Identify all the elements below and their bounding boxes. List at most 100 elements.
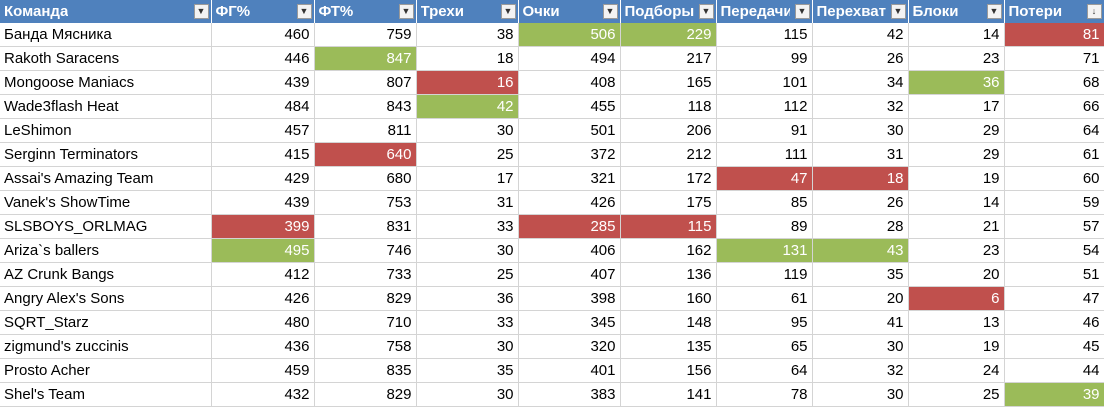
stat-cell[interactable]: 41 [812, 310, 909, 335]
stat-cell[interactable]: 758 [314, 334, 417, 359]
stat-cell[interactable]: 24 [908, 358, 1005, 383]
stat-cell[interactable]: 320 [518, 334, 621, 359]
stat-cell[interactable]: 30 [812, 118, 909, 143]
stat-cell[interactable]: 30 [416, 382, 519, 407]
column-header-0[interactable]: Команда ▼ [0, 0, 212, 23]
chevron-down-icon[interactable]: ▼ [500, 4, 516, 19]
stat-cell[interactable]: 33 [416, 310, 519, 335]
column-header-6[interactable]: Передачи ▼ [716, 0, 813, 23]
stat-cell[interactable]: 432 [211, 382, 315, 407]
stat-cell[interactable]: 112 [716, 94, 813, 119]
stat-cell[interactable]: 78 [716, 382, 813, 407]
team-name-cell[interactable]: Rakoth Saracens [0, 46, 212, 71]
team-name-cell[interactable]: Assai's Amazing Team [0, 166, 212, 191]
stat-cell[interactable]: 372 [518, 142, 621, 167]
stat-cell[interactable]: 85 [716, 190, 813, 215]
stat-cell[interactable]: 408 [518, 70, 621, 95]
stat-cell[interactable]: 383 [518, 382, 621, 407]
team-name-cell[interactable]: Vanek's ShowTime [0, 190, 212, 215]
team-name-cell[interactable]: Wade3flash Heat [0, 94, 212, 119]
stat-cell[interactable]: 21 [908, 214, 1005, 239]
stat-cell[interactable]: 31 [416, 190, 519, 215]
stat-cell[interactable]: 54 [1004, 238, 1104, 263]
stat-cell[interactable]: 17 [908, 94, 1005, 119]
stat-cell[interactable]: 165 [620, 70, 717, 95]
stat-cell[interactable]: 30 [812, 382, 909, 407]
stat-cell[interactable]: 6 [908, 286, 1005, 311]
stat-cell[interactable]: 407 [518, 262, 621, 287]
stat-cell[interactable]: 17 [416, 166, 519, 191]
stat-cell[interactable]: 89 [716, 214, 813, 239]
stat-cell[interactable]: 45 [1004, 334, 1104, 359]
stat-cell[interactable]: 135 [620, 334, 717, 359]
column-header-4[interactable]: Очки ▼ [518, 0, 621, 23]
stat-cell[interactable]: 23 [908, 46, 1005, 71]
stat-cell[interactable]: 60 [1004, 166, 1104, 191]
stat-cell[interactable]: 415 [211, 142, 315, 167]
team-name-cell[interactable]: Shel's Team [0, 382, 212, 407]
chevron-down-icon[interactable]: ▼ [193, 4, 209, 19]
stat-cell[interactable]: 426 [211, 286, 315, 311]
stat-cell[interactable]: 30 [416, 238, 519, 263]
stat-cell[interactable]: 59 [1004, 190, 1104, 215]
stat-cell[interactable]: 95 [716, 310, 813, 335]
stat-cell[interactable]: 119 [716, 262, 813, 287]
stat-cell[interactable]: 412 [211, 262, 315, 287]
stat-cell[interactable]: 25 [416, 142, 519, 167]
chevron-down-icon[interactable]: ▼ [296, 4, 312, 19]
stat-cell[interactable]: 26 [812, 190, 909, 215]
stat-cell[interactable]: 61 [716, 286, 813, 311]
stat-cell[interactable]: 439 [211, 190, 315, 215]
stat-cell[interactable]: 811 [314, 118, 417, 143]
stat-cell[interactable]: 71 [1004, 46, 1104, 71]
stat-cell[interactable]: 32 [812, 358, 909, 383]
stat-cell[interactable]: 65 [716, 334, 813, 359]
stat-cell[interactable]: 457 [211, 118, 315, 143]
stat-cell[interactable]: 39 [1004, 382, 1104, 407]
stat-cell[interactable]: 35 [812, 262, 909, 287]
stat-cell[interactable]: 506 [518, 23, 621, 47]
stat-cell[interactable]: 19 [908, 334, 1005, 359]
team-name-cell[interactable]: zigmund's zuccinis [0, 334, 212, 359]
stat-cell[interactable]: 459 [211, 358, 315, 383]
column-header-9[interactable]: Потери ↓ [1004, 0, 1104, 23]
stat-cell[interactable]: 64 [1004, 118, 1104, 143]
stat-cell[interactable]: 14 [908, 23, 1005, 47]
stat-cell[interactable]: 64 [716, 358, 813, 383]
stat-cell[interactable]: 401 [518, 358, 621, 383]
stat-cell[interactable]: 807 [314, 70, 417, 95]
stat-cell[interactable]: 111 [716, 142, 813, 167]
team-name-cell[interactable]: AZ Crunk Bangs [0, 262, 212, 287]
stat-cell[interactable]: 406 [518, 238, 621, 263]
stat-cell[interactable]: 229 [620, 23, 717, 47]
stat-cell[interactable]: 753 [314, 190, 417, 215]
chevron-down-icon[interactable]: ▼ [602, 4, 618, 19]
stat-cell[interactable]: 501 [518, 118, 621, 143]
stat-cell[interactable]: 495 [211, 238, 315, 263]
stat-cell[interactable]: 460 [211, 23, 315, 47]
stat-cell[interactable]: 23 [908, 238, 1005, 263]
stat-cell[interactable]: 345 [518, 310, 621, 335]
stat-cell[interactable]: 35 [416, 358, 519, 383]
column-header-3[interactable]: Трехи ▼ [416, 0, 519, 23]
stat-cell[interactable]: 14 [908, 190, 1005, 215]
chevron-down-icon[interactable]: ▼ [698, 4, 714, 19]
stat-cell[interactable]: 36 [908, 70, 1005, 95]
stat-cell[interactable]: 829 [314, 286, 417, 311]
column-header-7[interactable]: Перехваты ▼ [812, 0, 909, 23]
stat-cell[interactable]: 148 [620, 310, 717, 335]
team-name-cell[interactable]: SQRT_Starz [0, 310, 212, 335]
team-name-cell[interactable]: LeShimon [0, 118, 212, 143]
stat-cell[interactable]: 43 [812, 238, 909, 263]
team-name-cell[interactable]: Prosto Acher [0, 358, 212, 383]
team-name-cell[interactable]: Банда Мясника [0, 23, 212, 47]
stat-cell[interactable]: 136 [620, 262, 717, 287]
stat-cell[interactable]: 81 [1004, 23, 1104, 47]
stat-cell[interactable]: 206 [620, 118, 717, 143]
stat-cell[interactable]: 436 [211, 334, 315, 359]
stat-cell[interactable]: 285 [518, 214, 621, 239]
stat-cell[interactable]: 710 [314, 310, 417, 335]
stat-cell[interactable]: 26 [812, 46, 909, 71]
stat-cell[interactable]: 28 [812, 214, 909, 239]
stat-cell[interactable]: 29 [908, 142, 1005, 167]
